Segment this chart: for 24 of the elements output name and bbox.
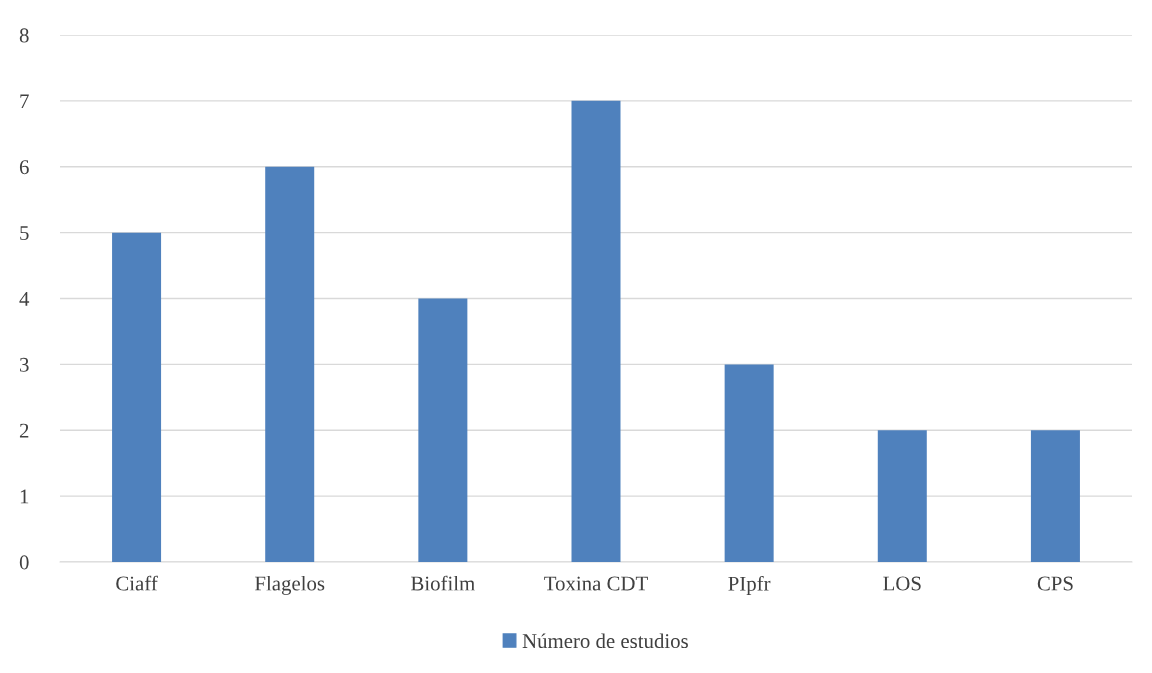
y-tick-label: 0 — [19, 555, 29, 570]
x-tick-label: Ciaff — [116, 575, 158, 591]
bar — [418, 298, 468, 562]
bar — [112, 232, 162, 562]
bar — [571, 100, 621, 562]
y-tick-label: 4 — [19, 292, 30, 306]
x-tick-label: PIpfr — [728, 575, 771, 595]
y-tick-label: 5 — [20, 226, 29, 241]
y-tick-label: 8 — [19, 28, 29, 43]
y-tick-label: 1 — [20, 489, 29, 504]
x-tick-label: CPS — [1037, 576, 1073, 591]
x-tick-label: Flagelos — [255, 575, 325, 595]
x-tick-label: Toxina CDT — [544, 576, 648, 591]
y-tick-label: 3 — [20, 357, 29, 372]
y-tick-label: 2 — [19, 423, 29, 438]
x-tick-label: LOS — [883, 576, 921, 591]
bar — [265, 166, 315, 562]
legend-label: Número de estudios — [522, 633, 688, 649]
bar — [724, 364, 774, 562]
y-tick-label: 6 — [19, 160, 29, 175]
x-tick-label: Biofilm — [411, 575, 475, 591]
bar — [1030, 430, 1080, 562]
y-tick-label: 7 — [20, 94, 29, 109]
bar — [877, 430, 927, 562]
